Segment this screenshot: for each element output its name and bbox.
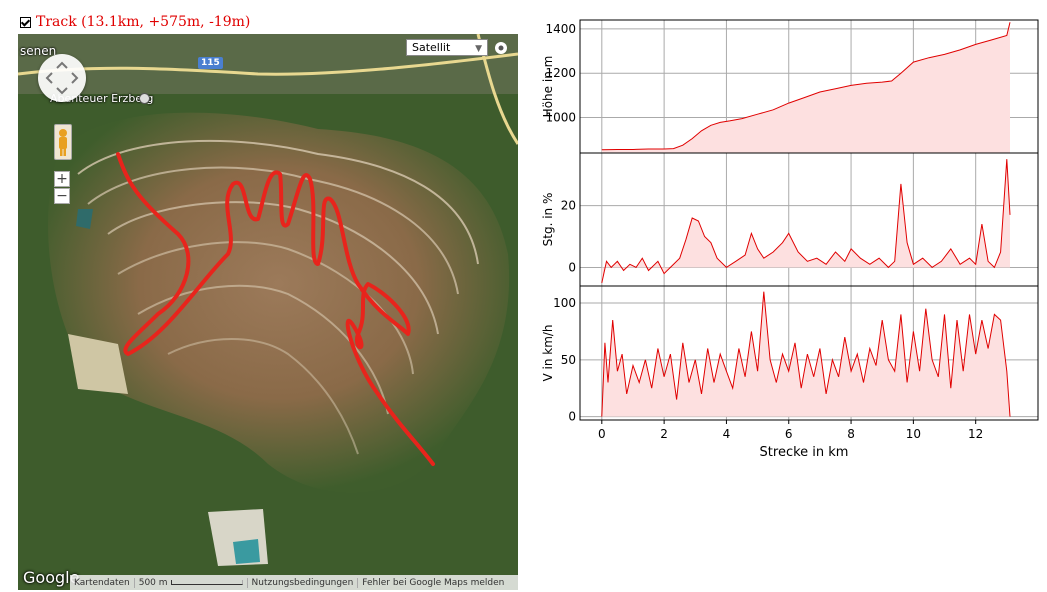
track-checkbox[interactable] (20, 16, 31, 28)
scale-bar (170, 579, 243, 585)
pan-control[interactable] (38, 54, 86, 102)
x-tick-label: 12 (968, 427, 983, 441)
dropdown-arrow-icon: ▼ (475, 44, 482, 54)
x-tick-label: 6 (785, 427, 793, 441)
series-line (601, 159, 1011, 284)
map-type-select[interactable]: Satellit ▼ (406, 39, 488, 56)
y-tick-label: 20 (561, 199, 576, 213)
series-area (601, 291, 1010, 417)
y-axis-label: Stg. in % (541, 193, 555, 247)
map-view[interactable]: senen 115 Abenteuer Erzberg + − Satellit… (18, 34, 518, 590)
satellite-imagery (18, 34, 518, 590)
map-type-selected: Satellit (412, 41, 451, 54)
y-tick-label: 100 (553, 296, 576, 310)
pan-arrows-icon (45, 61, 79, 95)
report-error-link[interactable]: Fehler bei Google Maps melden (362, 577, 505, 588)
y-axis-label: V in km/h (541, 324, 555, 381)
x-axis-label: Strecke in km (760, 445, 849, 460)
y-tick-label: 1200 (545, 66, 576, 80)
y-axis-label: Höhe in m (541, 56, 555, 118)
street-view-pegman-icon[interactable] (54, 124, 72, 160)
road-number-badge: 115 (198, 57, 223, 69)
y-tick-label: 1000 (545, 111, 576, 125)
terms-link[interactable]: Nutzungsbedingungen (248, 577, 359, 588)
x-tick-label: 8 (847, 427, 855, 441)
track-legend: Track (13.1km, +575m, -19m) (20, 12, 250, 32)
zoom-in-button[interactable]: + (54, 171, 70, 187)
scale-label: 500 m (138, 577, 168, 588)
series-line (601, 291, 1011, 417)
y-tick-label: 50 (561, 353, 576, 367)
google-logo: Google (23, 568, 80, 587)
plot-frame (579, 285, 1039, 421)
y-tick-label: 1400 (545, 22, 576, 36)
y-tick-label: 0 (568, 410, 576, 424)
expand-icon (495, 42, 507, 54)
map-attribution-bar: Kartendaten 500 m Nutzungsbedingungen Fe… (70, 575, 518, 590)
scale-indicator: 500 m (135, 577, 248, 588)
gps-track-line (116, 152, 435, 466)
track-legend-label: Track (13.1km, +575m, -19m) (36, 14, 251, 30)
series-area (601, 159, 1010, 283)
fullscreen-button[interactable] (494, 40, 508, 54)
x-tick-label: 2 (660, 427, 668, 441)
poi-icon[interactable] (139, 93, 150, 104)
series-area (601, 22, 1010, 154)
series-line (601, 22, 1011, 151)
x-tick-label: 4 (723, 427, 731, 441)
y-tick-label: 0 (568, 260, 576, 274)
map-place-label-corner: senen (20, 44, 57, 58)
x-tick-label: 10 (906, 427, 921, 441)
map-data-link[interactable]: Kartendaten (70, 577, 135, 588)
zoom-out-button[interactable]: − (54, 188, 70, 204)
x-tick-label: 0 (598, 427, 606, 441)
